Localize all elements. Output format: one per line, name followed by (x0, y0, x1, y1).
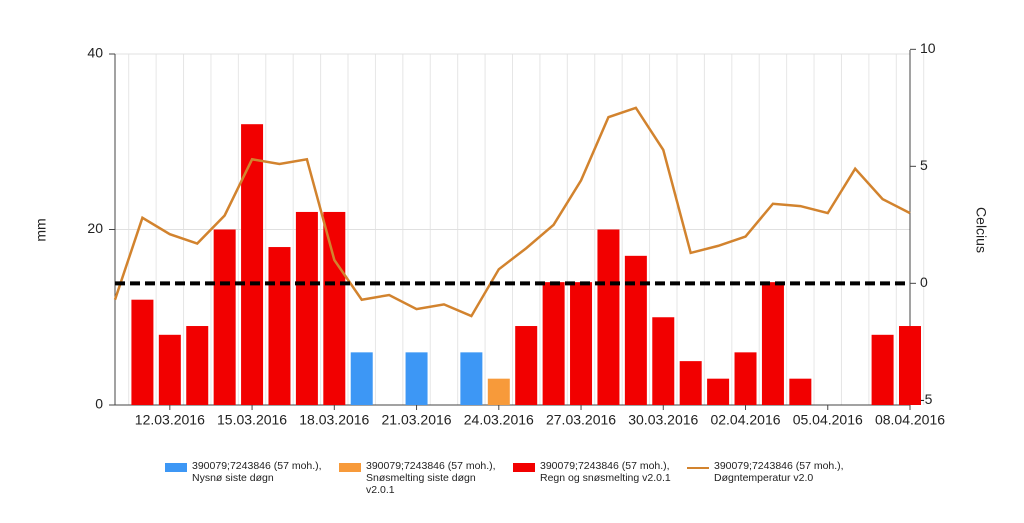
x-tick-label: 02.04.2016 (710, 412, 780, 428)
x-tick-label: 05.04.2016 (793, 412, 863, 428)
bar (734, 352, 757, 405)
bar (707, 378, 730, 405)
bar (597, 229, 620, 405)
legend-item: 390079;7243846 (57 moh.), Nysnø siste dø… (165, 460, 325, 496)
bar (350, 352, 373, 405)
x-tick-label: 12.03.2016 (135, 412, 205, 428)
bar (131, 299, 154, 405)
bar (241, 124, 264, 405)
bar (323, 211, 346, 405)
y2-tick-label: 0 (920, 274, 928, 290)
legend-item: 390079;7243846 (57 moh.), Snøsmelting si… (339, 460, 499, 496)
bar (405, 352, 428, 405)
x-tick-label: 18.03.2016 (299, 412, 369, 428)
chart: mm Celcius 0 20 40 -5 0 5 10 12.03.2016 15.03.20… (33, 40, 990, 428)
y2-tick-label: -5 (920, 391, 933, 407)
line (113, 106, 911, 318)
legend-label: 390079;7243846 (57 moh.), Regn og snøsme… (540, 460, 671, 484)
bar (761, 282, 784, 405)
y-tick-label: 0 (95, 396, 103, 412)
x-tick-label: 27.03.2016 (546, 412, 616, 428)
legend-swatch (165, 463, 187, 472)
bar (487, 378, 510, 405)
bar (186, 326, 209, 405)
bar (542, 282, 565, 405)
legend-label: 390079;7243846 (57 moh.), Nysnø siste dø… (192, 460, 322, 484)
y-tick-label: 40 (87, 45, 103, 61)
legend: 390079;7243846 (57 moh.), Nysnø siste dø… (165, 460, 847, 496)
legend-swatch (339, 463, 361, 472)
bar (460, 352, 483, 405)
bar (679, 361, 702, 405)
legend-swatch (513, 463, 535, 472)
legend-label: 390079;7243846 (57 moh.), Døgntemperatur… (714, 460, 844, 484)
bar (899, 326, 921, 405)
x-tick-label: 15.03.2016 (217, 412, 287, 428)
y-tick-label: 20 (87, 220, 103, 236)
y2-tick-label: 5 (920, 157, 928, 173)
bar (268, 247, 291, 405)
legend-item: 390079;7243846 (57 moh.), Døgntemperatur… (687, 460, 847, 496)
x-tick-label: 24.03.2016 (464, 412, 534, 428)
bar (570, 282, 593, 405)
legend-item: 390079;7243846 (57 moh.), Regn og snøsme… (513, 460, 673, 496)
bar (624, 255, 647, 405)
legend-label: 390079;7243846 (57 moh.), Snøsmelting si… (366, 460, 496, 496)
bar (652, 317, 675, 405)
x-tick-label: 21.03.2016 (382, 412, 452, 428)
bar (515, 326, 538, 405)
bar (295, 211, 318, 405)
bar (213, 229, 236, 405)
x-tick-label: 30.03.2016 (628, 412, 698, 428)
y2-tick-label: 10 (920, 40, 936, 56)
y-axis-title: mm (33, 218, 49, 241)
y2-axis-title: Celcius (973, 207, 989, 253)
bar (789, 378, 812, 405)
legend-swatch (687, 467, 709, 469)
bar (158, 334, 181, 405)
bar (871, 334, 894, 405)
x-tick-label: 08.04.2016 (875, 412, 945, 428)
